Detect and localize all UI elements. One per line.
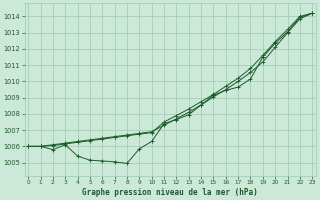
X-axis label: Graphe pression niveau de la mer (hPa): Graphe pression niveau de la mer (hPa) [82, 188, 258, 197]
